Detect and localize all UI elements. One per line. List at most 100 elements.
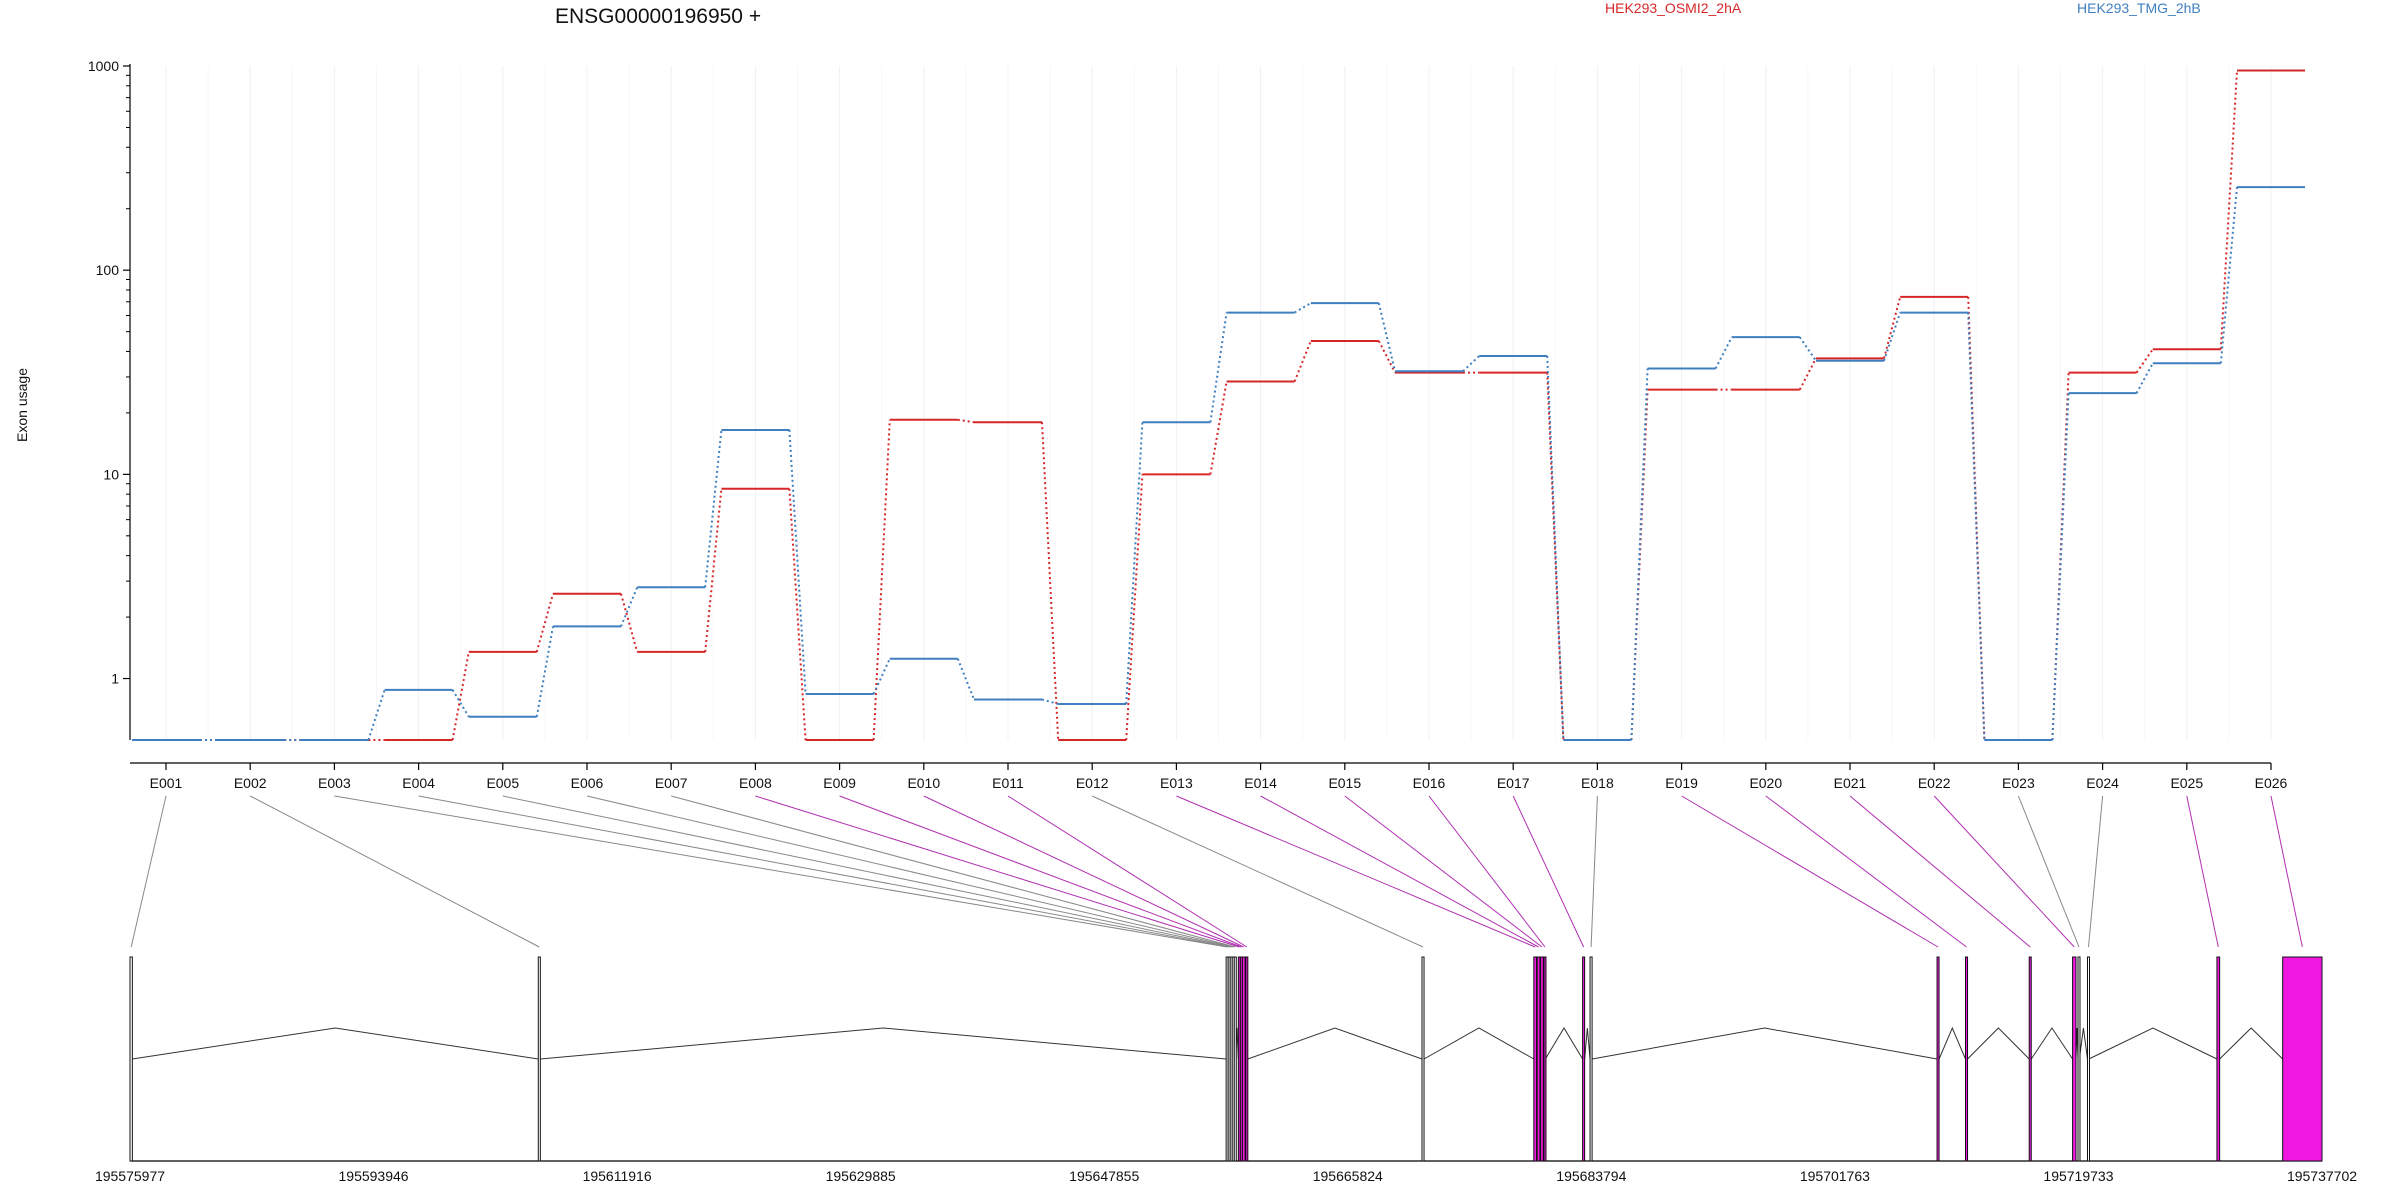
series-transition — [1546, 355, 1565, 741]
series-transition — [872, 658, 891, 695]
x-tick-label: E002 — [234, 775, 267, 791]
series-transition — [451, 689, 470, 718]
exon-connector — [2017, 795, 2080, 948]
exon-connector — [923, 795, 1244, 948]
exon-E011 — [1245, 956, 1249, 1162]
series-transition — [535, 593, 554, 653]
series-transition — [788, 429, 807, 695]
vertical-grid — [165, 66, 2272, 740]
x-tick-label: E016 — [1413, 775, 1446, 791]
exon-E022 — [2072, 956, 2077, 1162]
exon-connector — [1681, 795, 1939, 948]
exon-connector — [2186, 795, 2219, 948]
series-transition — [956, 658, 975, 700]
x-tick-label: E011 — [992, 775, 1024, 791]
series-transition — [1883, 312, 1902, 362]
series-transition — [1377, 302, 1396, 372]
x-tick-label: E024 — [2086, 775, 2119, 791]
series-transition — [1041, 422, 1060, 741]
intron-line — [2088, 1027, 2218, 1060]
exon-connector — [1512, 795, 1585, 948]
genome-coordinate-label: 195647855 — [1069, 1168, 1139, 1184]
x-tick-label: E006 — [571, 775, 604, 791]
exon-connector — [1933, 795, 2075, 948]
exon-E024 — [2086, 956, 2090, 1162]
series-transition — [620, 593, 639, 653]
intron-line — [1423, 1027, 1535, 1060]
series-transition — [1462, 355, 1480, 372]
series-transition — [1546, 372, 1565, 741]
exon-E018 — [1589, 956, 1593, 1162]
x-tick-label: E023 — [2002, 775, 2035, 791]
series-transition — [1798, 357, 1817, 391]
series-transition — [535, 626, 554, 717]
exon-connector — [1260, 795, 1539, 948]
exon-connector — [1590, 795, 1598, 948]
genome-coordinate-label: 195575977 — [95, 1168, 165, 1184]
intron-line — [1247, 1027, 1423, 1060]
x-tick-label: E005 — [486, 775, 519, 791]
exon-E016 — [1543, 956, 1547, 1162]
x-tick-label: E008 — [739, 775, 772, 791]
exon-E013 — [1533, 956, 1538, 1162]
x-tick-label: E003 — [318, 775, 351, 791]
x-tick-label: E009 — [823, 775, 856, 791]
intron-line — [2219, 1027, 2284, 1060]
intron-line — [1592, 1027, 1938, 1060]
genome-coordinate-label: 195611916 — [583, 1168, 652, 1184]
exon-connector — [249, 795, 540, 948]
x-tick-label: E022 — [1918, 775, 1951, 791]
exon-E025 — [2216, 956, 2221, 1162]
genome-coordinate-label: 195665824 — [1313, 1168, 1383, 1184]
axes: 1 10 100 1000 E001 E002 E003 E004 E005 E006 E007 E0… — [88, 58, 2288, 791]
exon-E012 — [1421, 956, 1425, 1162]
y-tick-label: 100 — [96, 262, 120, 278]
exon-E002 — [537, 956, 541, 1162]
x-tick-label: E015 — [1328, 775, 1361, 791]
exon-connector — [1344, 795, 1543, 948]
exon-connector — [2270, 795, 2303, 948]
series-lines — [132, 69, 2305, 741]
intron-line — [2030, 1027, 2073, 1060]
series-transition — [1630, 368, 1649, 741]
intron-line — [132, 1027, 539, 1060]
series-transition — [704, 429, 723, 588]
exon-E026 — [2282, 956, 2323, 1162]
exon-E010 — [1241, 956, 1246, 1162]
x-tick-label: E021 — [1834, 775, 1867, 791]
genome-coordinate-label: 195683794 — [1556, 1168, 1626, 1184]
exon-connector — [1176, 795, 1536, 948]
exon-connector — [1765, 795, 1967, 948]
exon-E015 — [1540, 956, 1544, 1162]
x-tick-label: E020 — [1749, 775, 1782, 791]
series-b — [132, 186, 2305, 741]
series-transition — [1293, 340, 1312, 382]
x-tick-label: E007 — [655, 775, 688, 791]
genome-coordinate-label: 195719733 — [2043, 1168, 2113, 1184]
series-transition — [1209, 312, 1228, 423]
y-tick-label: 10 — [103, 466, 119, 482]
x-tick-label: E004 — [402, 775, 435, 791]
exon-E001 — [129, 956, 133, 1162]
exon-connectors — [130, 795, 2303, 948]
series-transition — [1883, 296, 1902, 359]
series-transition — [788, 488, 807, 741]
exon-E023 — [2077, 956, 2081, 1162]
x-tick-label: E010 — [907, 775, 940, 791]
legend-series-b: HEK293_TMG_2hB — [2077, 0, 2201, 16]
x-tick-label: E019 — [1665, 775, 1698, 791]
series-transition — [620, 586, 639, 627]
y-tick-label: 1 — [111, 671, 119, 687]
x-tick-label: E014 — [1244, 775, 1277, 791]
exon-E021 — [2028, 956, 2032, 1162]
gene-model: 195575977 195593946 195611916 195629885 1956… — [95, 956, 2357, 1184]
legend-series-a: HEK293_OSMI2_2hA — [1605, 0, 1742, 16]
exon-connector — [1849, 795, 2031, 948]
exon-E007 — [1233, 956, 1237, 1162]
exon-connector — [2087, 795, 2104, 948]
y-tick-label: 1000 — [88, 58, 119, 74]
exon-E017 — [1582, 956, 1586, 1162]
x-tick-label: E001 — [150, 775, 183, 791]
exon-connector — [755, 795, 1240, 948]
